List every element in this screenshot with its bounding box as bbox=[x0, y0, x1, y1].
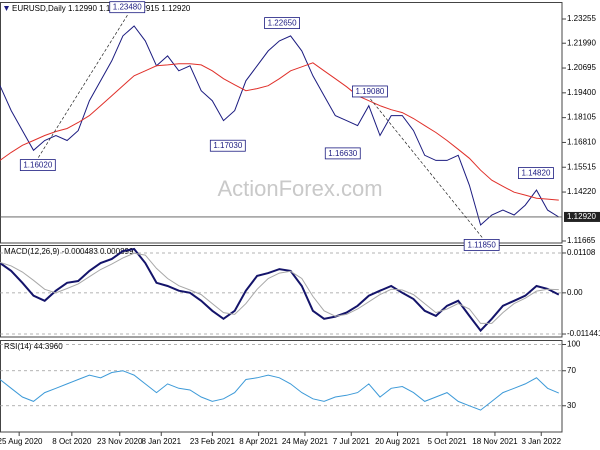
y-tick-label: 1.11665 bbox=[567, 236, 596, 245]
y-tick-label: 1.15515 bbox=[567, 162, 596, 171]
annotation-box bbox=[264, 17, 300, 29]
y-tick-label: 1.18105 bbox=[567, 113, 596, 122]
x-tick-label: 23 Nov 2020 bbox=[97, 437, 143, 446]
x-tick-label: 24 May 2021 bbox=[282, 437, 329, 446]
last-price-label: 1.12920 bbox=[567, 212, 596, 221]
annotation-box bbox=[19, 159, 56, 171]
y-tick-label: 1.16810 bbox=[567, 138, 596, 147]
macd-panel bbox=[0, 245, 563, 338]
annotation-box bbox=[109, 1, 146, 14]
y-tick-label: 100 bbox=[567, 340, 581, 349]
y-tick-label: 70 bbox=[567, 366, 576, 375]
annotation-box bbox=[209, 139, 246, 152]
x-tick-label: 8 Oct 2020 bbox=[52, 437, 92, 446]
macd-title: MACD(12,26,9) -0.000483 0.000899 bbox=[4, 247, 134, 256]
annotation-box bbox=[518, 167, 554, 179]
annotation-box bbox=[352, 85, 388, 98]
series-line bbox=[0, 25, 560, 226]
rsi-panel bbox=[0, 340, 563, 433]
x-tick-label: 8 Apr 2021 bbox=[239, 437, 278, 446]
price-panel bbox=[0, 2, 563, 244]
x-tick-label: 23 Feb 2021 bbox=[190, 437, 235, 446]
annotation-box bbox=[463, 239, 500, 251]
x-tick-label: 8 Jan 2021 bbox=[141, 437, 181, 446]
y-tick-label: 1.19400 bbox=[567, 88, 596, 97]
rsi-title: RSI(14) 44.3960 bbox=[4, 342, 63, 351]
trend-line bbox=[38, 14, 129, 158]
x-tick-label: 3 Jan 2022 bbox=[521, 437, 561, 446]
annotation-label: 1.22650 bbox=[268, 18, 297, 27]
annotation-label: 1.17030 bbox=[213, 141, 242, 150]
annotation-box bbox=[324, 147, 361, 160]
price-title: EURUSD,Daily 1.12990 1.13101 1.12915 1.1… bbox=[12, 4, 191, 13]
y-tick-label: 30 bbox=[567, 401, 576, 410]
watermark: ActionForex.com bbox=[217, 176, 382, 201]
y-tick-label: 1.23255 bbox=[567, 14, 596, 23]
y-tick-label: 1.21990 bbox=[567, 38, 596, 47]
x-tick-label: 7 Jul 2021 bbox=[333, 437, 370, 446]
annotation-label: 1.16020 bbox=[23, 160, 52, 169]
annotation-label: 1.11850 bbox=[468, 240, 497, 249]
x-tick-label: 18 Nov 2021 bbox=[472, 437, 518, 446]
series-line bbox=[0, 247, 560, 333]
y-tick-label: 1.20695 bbox=[567, 63, 596, 72]
last-price-box bbox=[564, 211, 600, 222]
symbol-icon bbox=[4, 6, 9, 11]
annotation-label: 1.19080 bbox=[355, 87, 384, 96]
y-tick-label: 1.14220 bbox=[567, 187, 596, 196]
y-tick-label: 0.01108 bbox=[567, 248, 596, 257]
series-line bbox=[0, 62, 559, 201]
x-tick-label: 25 Aug 2020 bbox=[0, 437, 43, 446]
y-tick-label: 0.00 bbox=[567, 288, 583, 297]
x-tick-label: 5 Oct 2021 bbox=[427, 437, 467, 446]
series-line bbox=[0, 370, 559, 411]
y-tick-label: -0.011441 bbox=[567, 329, 600, 338]
series-line bbox=[0, 252, 559, 324]
annotation-label: 1.16630 bbox=[328, 149, 357, 158]
x-tick-label: 20 Aug 2021 bbox=[375, 437, 420, 446]
annotation-label: 1.23480 bbox=[113, 3, 142, 12]
annotation-label: 1.14820 bbox=[521, 168, 550, 177]
